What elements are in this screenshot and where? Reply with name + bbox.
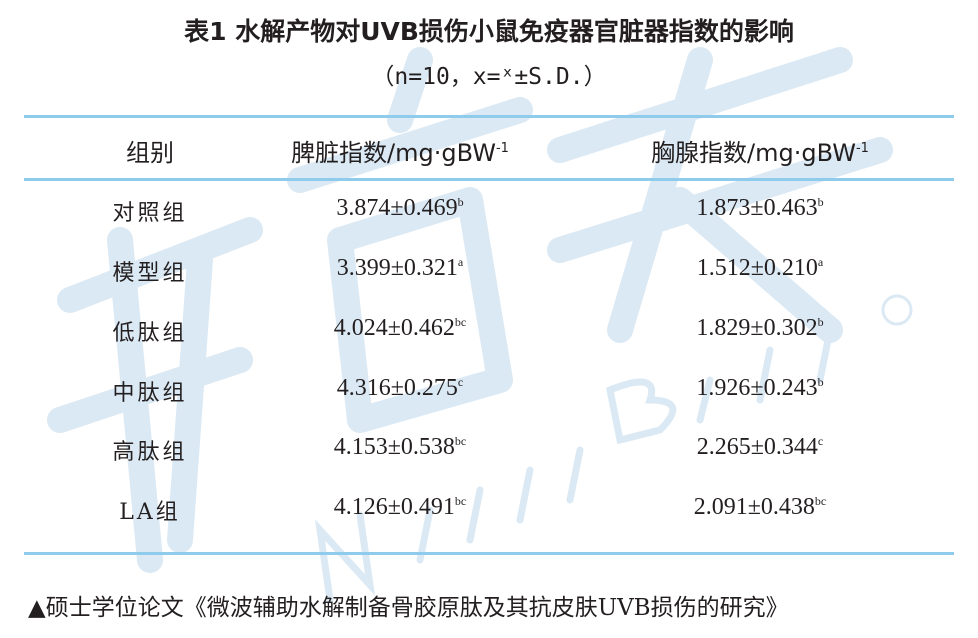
table-title: 表1 水解产物对UVB损伤小鼠免疫器官脏器指数的影响 — [184, 17, 794, 46]
table-row: 中肽组 4.316±0.275c 1.926±0.243b — [0, 375, 978, 415]
table-row: 高肽组 4.153±0.538bc 2.265±0.344c — [0, 434, 978, 474]
group-cell: 模型组 — [112, 261, 188, 286]
spleen-index-cell: 4.126±0.491bc — [333, 494, 467, 520]
header-group: 组别 — [126, 139, 174, 167]
thymus-index-cell: 1.512±0.210a — [696, 255, 824, 281]
group-cell: 对照组 — [112, 201, 188, 226]
spleen-index-cell: 4.153±0.538bc — [333, 434, 467, 460]
header-spleen-index: 脾脏指数/mg·gBW-1 — [291, 139, 509, 167]
thymus-index-cell: 2.091±0.438bc — [693, 494, 827, 520]
bottom-rule — [24, 552, 954, 555]
thymus-index-cell: 1.829±0.302b — [696, 315, 824, 341]
group-cell: 高肽组 — [112, 440, 188, 465]
table-row: 对照组 3.874±0.469b 1.873±0.463b — [0, 195, 978, 235]
table-row: LA组 4.126±0.491bc 2.091±0.438bc — [0, 494, 978, 534]
spleen-index-cell: 4.316±0.275c — [336, 375, 464, 401]
spleen-index-cell: 3.399±0.321a — [336, 255, 464, 281]
group-cell: 低肽组 — [112, 321, 188, 346]
group-cell: 中肽组 — [112, 381, 188, 406]
table-row: 模型组 3.399±0.321a 1.512±0.210a — [0, 255, 978, 295]
table-subtitle: （n=10，x=ˣ±S.D.） — [371, 64, 607, 90]
thymus-index-cell: 1.873±0.463b — [696, 195, 824, 221]
table-row: 低肽组 4.024±0.462bc 1.829±0.302b — [0, 315, 978, 355]
thymus-index-cell: 2.265±0.344c — [696, 434, 824, 460]
spleen-index-cell: 4.024±0.462bc — [333, 315, 467, 341]
top-rule — [24, 115, 954, 118]
header-rule — [24, 178, 954, 181]
source-footnote: ▲硕士学位论文《微波辅助水解制备骨胶原肽及其抗皮肤UVB损伤的研究》 — [28, 595, 789, 621]
header-thymus-index: 胸腺指数/mg·gBW-1 — [651, 139, 869, 167]
group-cell: LA组 — [119, 500, 181, 525]
thymus-index-cell: 1.926±0.243b — [696, 375, 824, 401]
spleen-index-cell: 3.874±0.469b — [336, 195, 464, 221]
